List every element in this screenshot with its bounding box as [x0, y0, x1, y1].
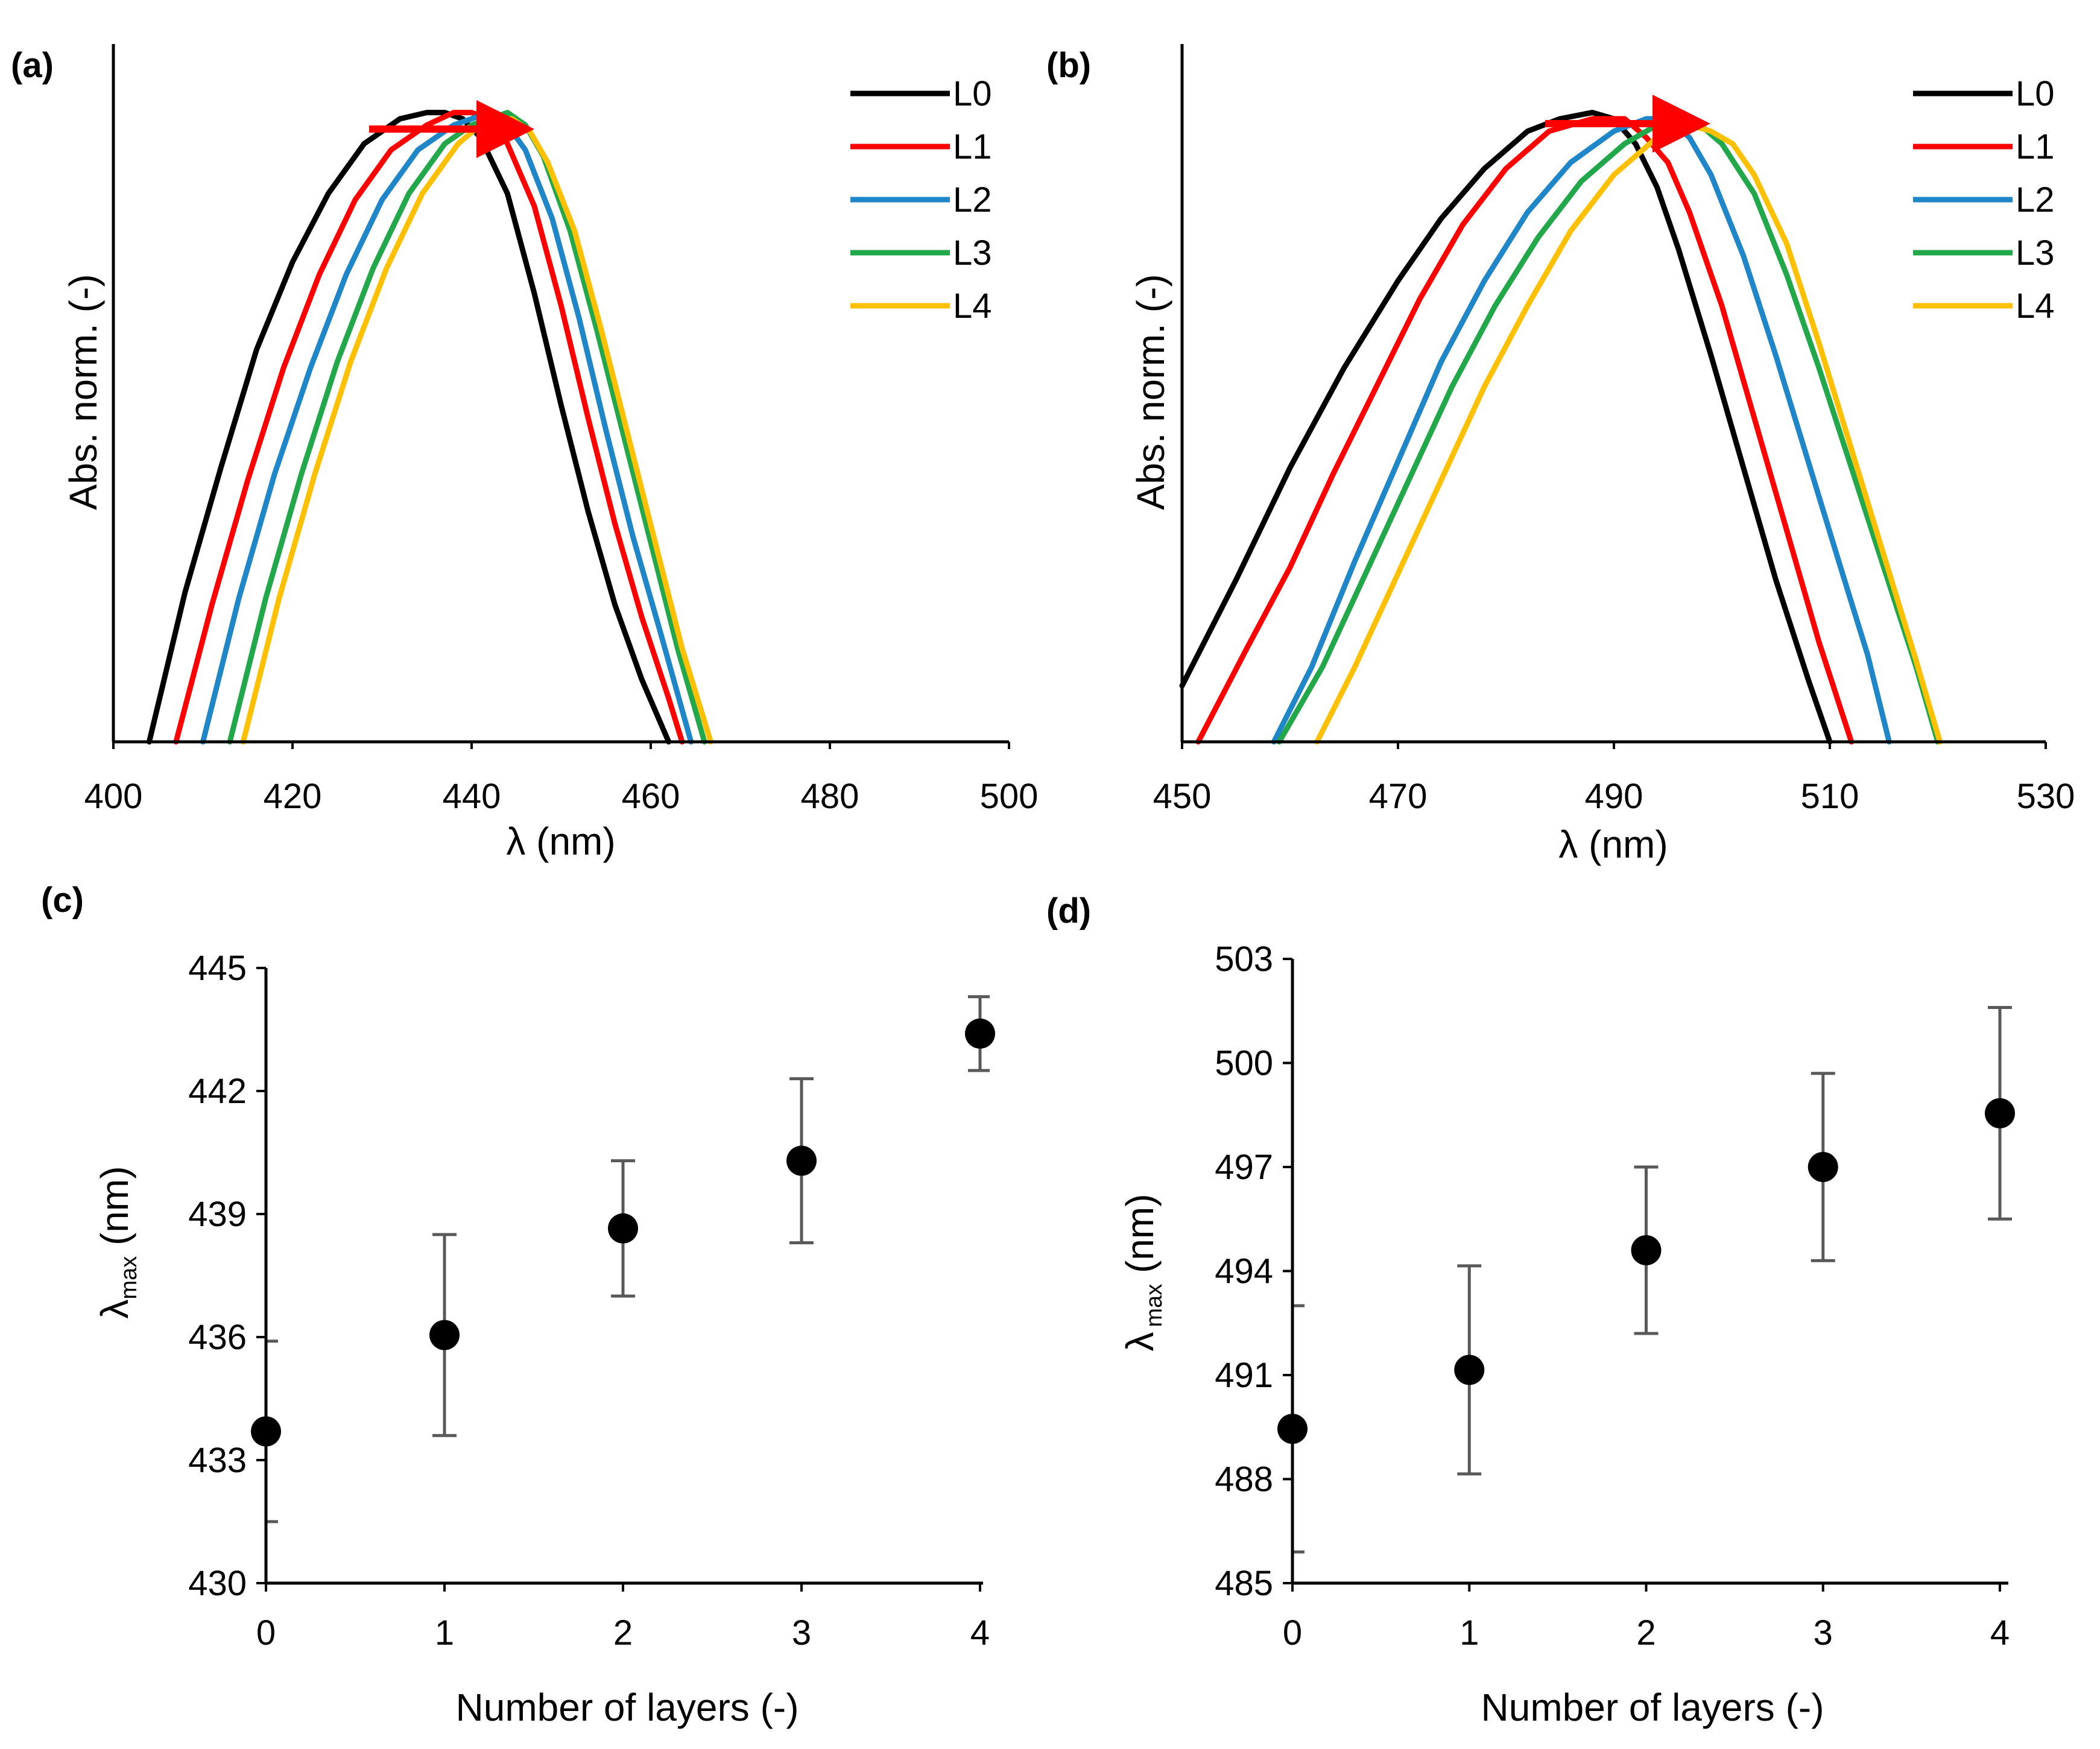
panel-b-series-line-L0	[1179, 110, 1833, 745]
panel-c-y-axis-title-lambda: λ	[93, 1300, 136, 1319]
x-tick-label: 460	[622, 777, 680, 816]
panel-c-label: (c)	[41, 881, 84, 920]
y-tick-label: 500	[1215, 1044, 1273, 1083]
panel-a-label: (a)	[11, 46, 54, 85]
panel-d-x-ticks: 0 1 2 3 4	[1283, 1583, 2010, 1653]
y-tick-label: 430	[188, 1564, 247, 1603]
panel-a-y-axis-title: Abs. norm. (-)	[62, 274, 105, 510]
y-tick-label: 439	[188, 1195, 247, 1234]
x-tick-label: 500	[980, 777, 1039, 816]
legend-label-L0: L0	[2016, 74, 2055, 113]
panel-a-series-line-L2	[200, 110, 694, 745]
panel-a-marks	[146, 110, 713, 745]
panel-a-x-ticks: 400 420 440 460 480 500	[84, 742, 1039, 816]
panel-d-x-axis-title: Number of layers (-)	[1481, 1686, 1824, 1729]
panel-c-marks	[251, 995, 995, 1523]
y-tick-label: 488	[1215, 1460, 1273, 1499]
data-point	[608, 1213, 638, 1244]
legend-label-L4: L4	[2016, 286, 2055, 326]
x-tick-label: 0	[256, 1613, 276, 1653]
x-tick-label: 1	[1460, 1613, 1479, 1653]
panel-d-scatter-chart: (d) 0 1 2 3 4 485 488 491 494 497 500 503 Number o…	[1046, 891, 2015, 1729]
y-tick-label: 494	[1215, 1252, 1273, 1291]
panel-d-y-axis-title-unit: (nm)	[1118, 1194, 1162, 1283]
panel-a-series-line-L3	[227, 110, 707, 745]
panel-b-y-axis-title: Abs. norm. (-)	[1129, 274, 1172, 510]
x-tick-label: 0	[1283, 1613, 1302, 1653]
x-tick-label: 3	[1814, 1613, 1833, 1653]
x-tick-label: 490	[1585, 777, 1643, 816]
y-tick-label: 485	[1215, 1564, 1273, 1603]
y-tick-label: 433	[188, 1441, 247, 1480]
data-point	[1631, 1235, 1662, 1265]
x-tick-label: 2	[613, 1613, 633, 1653]
data-point	[786, 1145, 817, 1176]
x-tick-label: 420	[264, 777, 322, 816]
panel-a-series-line-L1	[173, 110, 685, 745]
panel-c-x-ticks: 0 1 2 3 4	[256, 1583, 990, 1653]
panel-b-spectra-chart: (b) 450 470 490 510 530 λ (nm) Abs. norm. (-…	[1046, 44, 2075, 866]
panel-c-scatter-chart: (c) 0 1 2 3 4 430 433 436 439 442 445 Number of l…	[41, 881, 995, 1729]
panel-b-series-line-L3	[1276, 116, 1941, 745]
y-tick-label: 491	[1215, 1356, 1273, 1395]
panel-d-label: (d)	[1046, 891, 1091, 931]
panel-c-x-axis-title: Number of layers (-)	[456, 1686, 799, 1729]
x-tick-label: 440	[443, 777, 501, 816]
x-tick-label: 1	[435, 1613, 454, 1653]
x-tick-label: 3	[792, 1613, 811, 1653]
legend-label-L2: L2	[953, 180, 992, 220]
panel-c-y-ticks: 430 433 436 439 442 445	[188, 949, 266, 1603]
data-point	[1807, 1152, 1838, 1182]
panel-d-y-axis-title-subscript: max	[1142, 1284, 1167, 1327]
panel-b-label: (b)	[1046, 46, 1091, 85]
panel-d-y-axis-title: λ max (nm)	[1118, 1194, 1167, 1351]
legend-label-L1: L1	[953, 127, 992, 166]
legend-label-L3: L3	[2016, 233, 2055, 273]
x-tick-label: 530	[2017, 777, 2075, 816]
panel-a-x-axis-title: λ (nm)	[506, 820, 615, 863]
panel-a-legend: L0 L1 L2 L3 L4	[850, 74, 992, 326]
x-tick-label: 4	[1990, 1613, 2010, 1653]
panel-a-spectra-chart: (a) 400 420 440 460 480 500 λ (nm) Abs. norm.…	[11, 44, 1038, 863]
y-tick-label: 442	[188, 1072, 247, 1111]
panel-d-marks	[1277, 1006, 2015, 1554]
panel-c-y-axis-title: λmax (nm)	[93, 1166, 142, 1318]
panel-b-series-line-L2	[1271, 116, 1892, 745]
legend-label-L0: L0	[953, 74, 992, 113]
panel-d-y-axis-title-lambda: λ	[1118, 1332, 1162, 1352]
x-tick-label: 400	[84, 777, 143, 816]
legend-label-L3: L3	[953, 233, 992, 273]
y-tick-label: 503	[1215, 940, 1273, 979]
panel-b-series-line-L1	[1195, 116, 1855, 745]
data-point	[1985, 1098, 2015, 1128]
y-tick-label: 436	[188, 1318, 247, 1357]
x-tick-label: 480	[801, 777, 859, 816]
panel-a-series-line-L0	[146, 110, 672, 745]
data-point	[429, 1320, 460, 1350]
panel-b-x-ticks: 450 470 490 510 530	[1153, 742, 2075, 816]
x-tick-label: 510	[1801, 777, 1859, 816]
x-tick-label: 470	[1369, 777, 1428, 816]
legend-label-L4: L4	[953, 286, 992, 326]
data-point	[1454, 1355, 1485, 1385]
data-point	[965, 1018, 995, 1049]
panel-c-y-axis-title-subscript: max	[116, 1256, 142, 1300]
legend-label-L2: L2	[2016, 180, 2055, 220]
y-tick-label: 445	[188, 949, 247, 988]
panel-b-marks	[1179, 110, 1943, 745]
y-tick-label: 497	[1215, 1148, 1273, 1187]
x-tick-label: 2	[1636, 1613, 1656, 1653]
panel-b-legend: L0 L1 L2 L3 L4	[1913, 74, 2055, 326]
x-tick-label: 450	[1153, 777, 1212, 816]
panel-c-y-axis-title-unit: (nm)	[93, 1166, 136, 1256]
panel-d-y-ticks: 485 488 491 494 497 500 503	[1215, 940, 1292, 1603]
panel-b-x-axis-title: λ (nm)	[1558, 823, 1668, 866]
legend-label-L1: L1	[2016, 127, 2055, 166]
x-tick-label: 4	[970, 1613, 990, 1653]
